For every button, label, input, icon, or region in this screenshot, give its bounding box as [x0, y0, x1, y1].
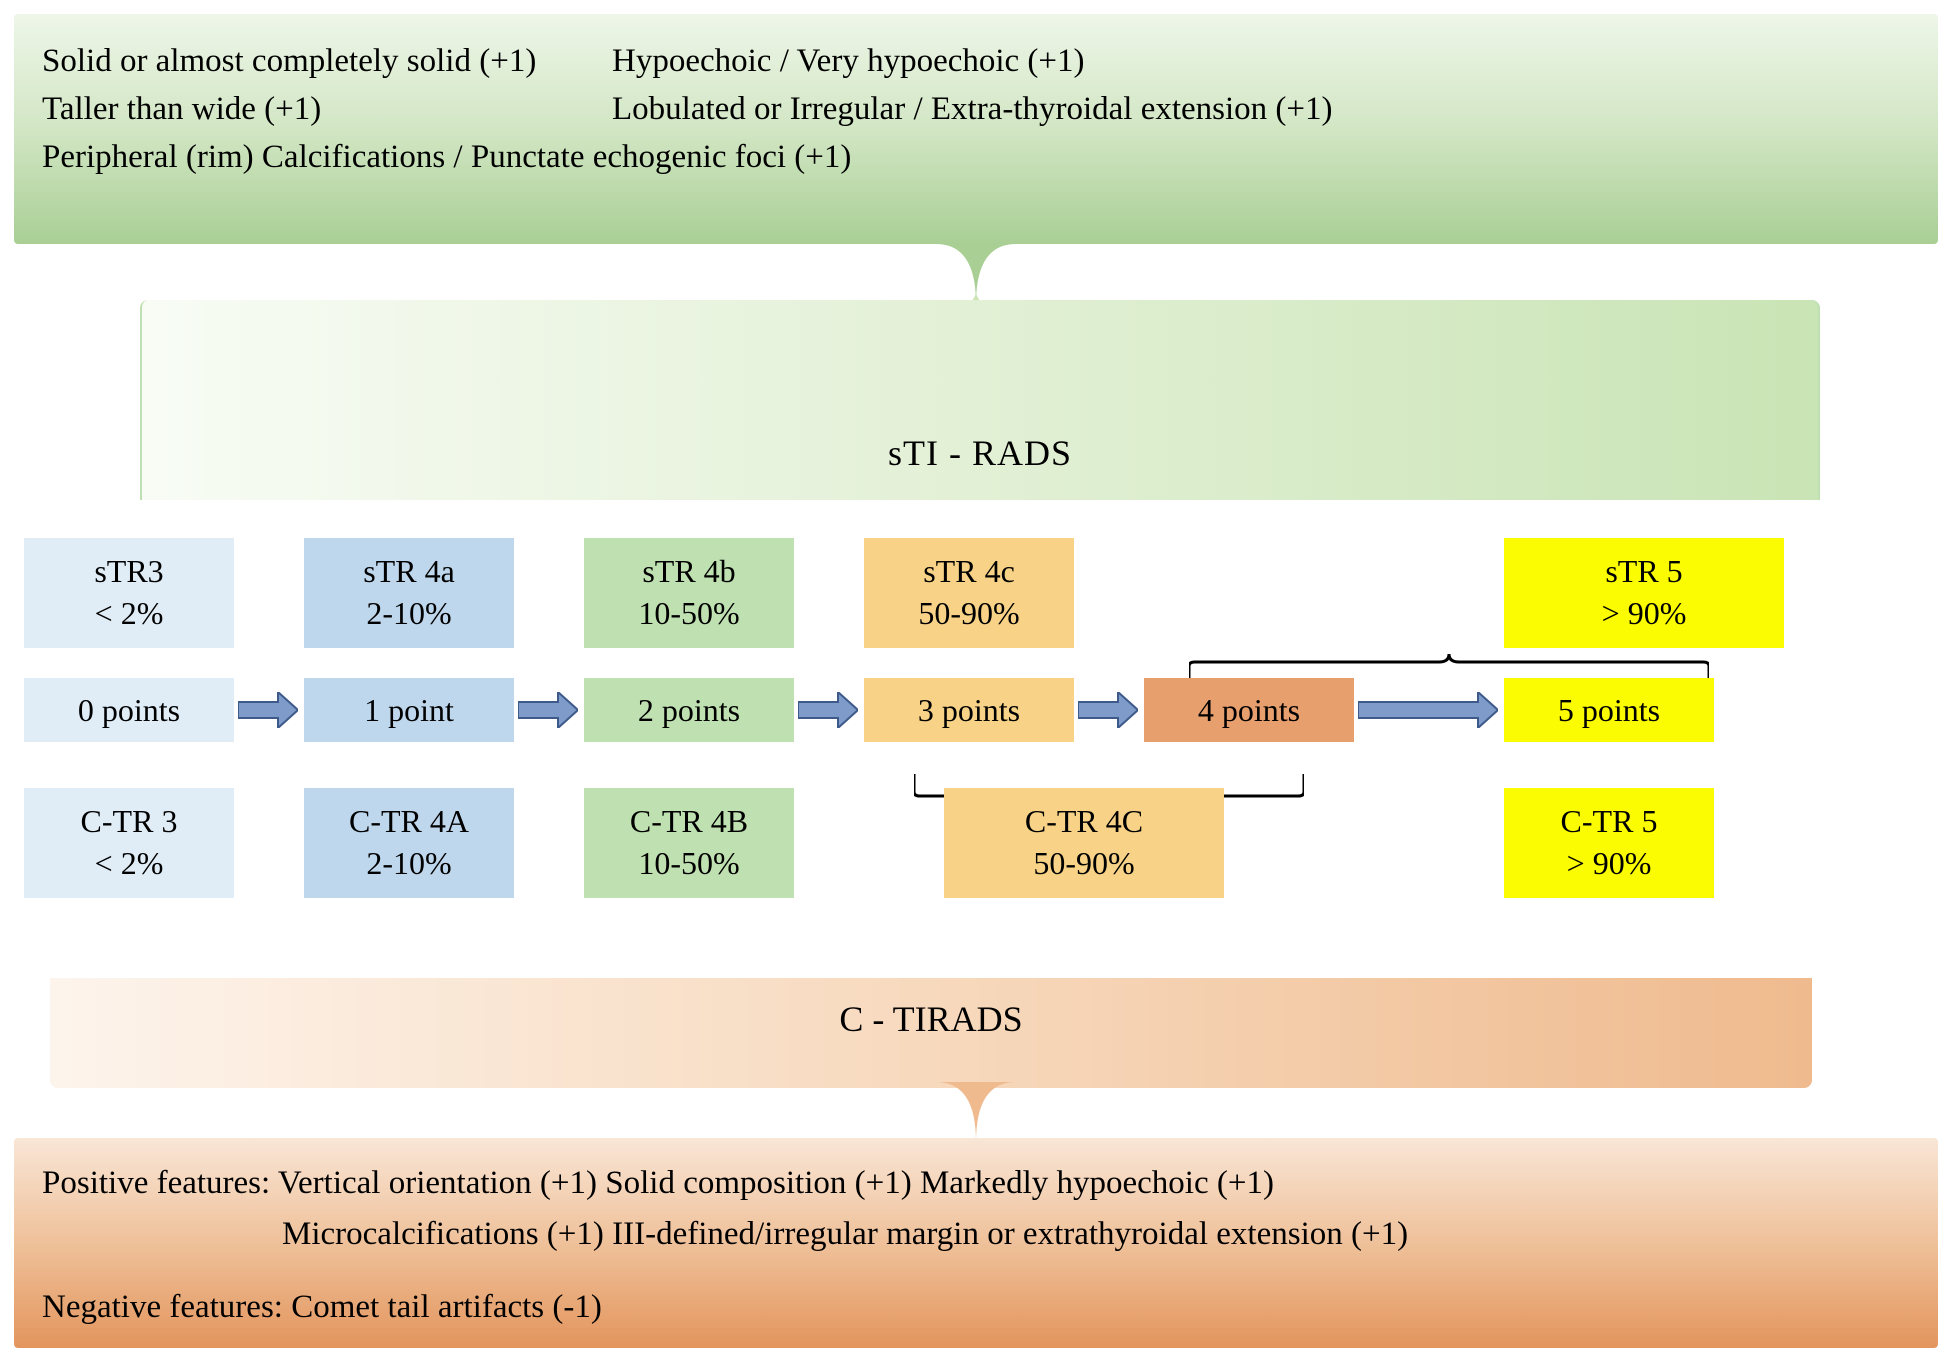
ctr5-pct: > 90%: [1567, 843, 1652, 885]
arrow-1-2-icon: [518, 692, 578, 728]
positive-features-label: Positive features:: [42, 1165, 270, 1201]
ctr4c-cell: C-TR 4C 50-90%: [944, 788, 1224, 898]
str5-pct: > 90%: [1602, 593, 1687, 635]
classification-grid: sTR3 < 2% sTR 4a 2-10% sTR 4b 10-50% sTR…: [24, 538, 1924, 928]
ctr5-title: C-TR 5: [1561, 801, 1658, 843]
positive-features-line2: Microcalcifications (+1) III-defined/irr…: [282, 1216, 1408, 1252]
str4c-cell: sTR 4c 50-90%: [864, 538, 1074, 648]
ctr4c-title: C-TR 4C: [1025, 801, 1143, 843]
ctr4b-title: C-TR 4B: [630, 801, 748, 843]
str4a-cell: sTR 4a 2-10%: [304, 538, 514, 648]
ctr4b-cell: C-TR 4B 10-50%: [584, 788, 794, 898]
str4c-pct: 50-90%: [918, 593, 1019, 635]
arrow-0-1-icon: [238, 692, 298, 728]
criterion-hypoechoic: Hypoechoic / Very hypoechoic (+1): [612, 38, 1910, 86]
ctr4c-pct: 50-90%: [1033, 843, 1134, 885]
negative-features-line1: Comet tail artifacts (-1): [283, 1289, 602, 1325]
str5-title: sTR 5: [1605, 551, 1682, 593]
points-3-cell: 3 points: [864, 678, 1074, 742]
ctr5-cell: C-TR 5 > 90%: [1504, 788, 1714, 898]
ctr4a-title: C-TR 4A: [349, 801, 469, 843]
arrow-4-5-icon: [1358, 692, 1498, 728]
points-4-cell: 4 points: [1144, 678, 1354, 742]
str4a-title: sTR 4a: [363, 551, 455, 593]
positive-features-line1: Vertical orientation (+1) Solid composit…: [270, 1165, 1274, 1201]
str5-cell: sTR 5 > 90%: [1504, 538, 1784, 648]
str3-cell: sTR3 < 2%: [24, 538, 234, 648]
str4b-cell: sTR 4b 10-50%: [584, 538, 794, 648]
ctr3-cell: C-TR 3 < 2%: [24, 788, 234, 898]
str4a-pct: 2-10%: [366, 593, 451, 635]
criterion-solid: Solid or almost completely solid (+1): [42, 38, 602, 86]
str3-title: sTR3: [94, 551, 163, 593]
str-row: sTR3 < 2% sTR 4a 2-10% sTR 4b 10-50% sTR…: [24, 538, 1924, 648]
ctirads-label: C - TIRADS: [839, 998, 1022, 1040]
arrow-2-3-icon: [798, 692, 858, 728]
ctr3-pct: < 2%: [95, 843, 164, 885]
str3-pct: < 2%: [95, 593, 164, 635]
ctr4a-pct: 2-10%: [366, 843, 451, 885]
points-2-cell: 2 points: [584, 678, 794, 742]
criterion-taller: Taller than wide (+1): [42, 86, 602, 134]
criterion-lobulated: Lobulated or Irregular / Extra-thyroidal…: [612, 86, 1910, 134]
criterion-calcifications: Peripheral (rim) Calcifications / Puncta…: [42, 134, 851, 182]
ctirads-bracket: C - TIRADS: [50, 978, 1812, 1088]
points-0-cell: 0 points: [24, 678, 234, 742]
str4b-pct: 10-50%: [638, 593, 739, 635]
sti-rads-bracket: sTI - RADS: [140, 300, 1820, 500]
ctr3-title: C-TR 3: [81, 801, 178, 843]
points-row: 0 points 1 point 2 points 3 points 4 poi…: [24, 678, 1924, 748]
arrow-3-4-icon: [1078, 692, 1138, 728]
str4b-title: sTR 4b: [642, 551, 735, 593]
sti-rads-label: sTI - RADS: [888, 432, 1072, 474]
top-criteria-panel: Solid or almost completely solid (+1) Hy…: [14, 14, 1938, 244]
points-5-cell: 5 points: [1504, 678, 1714, 742]
ctr4b-pct: 10-50%: [638, 843, 739, 885]
ctr4a-cell: C-TR 4A 2-10%: [304, 788, 514, 898]
ctr-row: C-TR 3 < 2% C-TR 4A 2-10% C-TR 4B 10-50%…: [24, 788, 1924, 898]
negative-features-label: Negative features:: [42, 1289, 283, 1325]
str4c-title: sTR 4c: [923, 551, 1015, 593]
ctirads-tail-icon: [936, 1082, 1016, 1142]
bottom-criteria-panel: Positive features: Vertical orientation …: [14, 1138, 1938, 1348]
points-1-cell: 1 point: [304, 678, 514, 742]
